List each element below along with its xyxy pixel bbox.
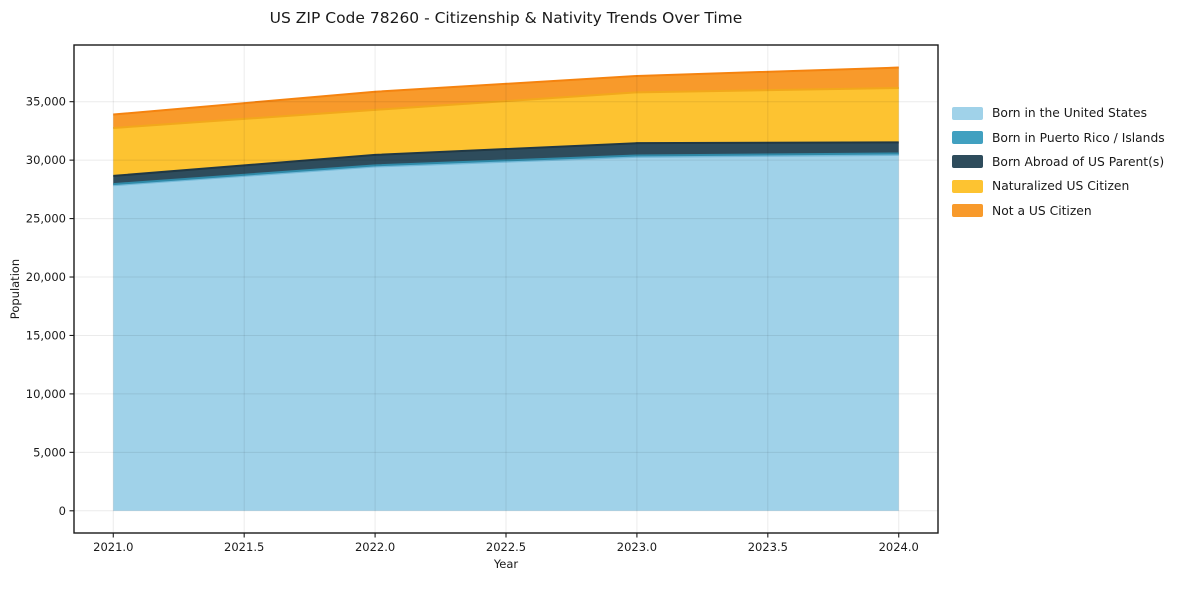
- x-tick-label: 2022.0: [355, 540, 395, 554]
- legend-swatch: [952, 131, 983, 145]
- legend-swatch: [952, 155, 983, 169]
- legend-label: Born in the United States: [992, 106, 1147, 121]
- stack-area-2: [113, 142, 899, 185]
- y-tick-label: 5,000: [33, 445, 66, 459]
- legend-label: Naturalized US Citizen: [992, 179, 1130, 194]
- legend-item-born-in-us: Born in the United States: [952, 101, 1165, 125]
- x-tick-label: 2021.0: [93, 540, 133, 554]
- y-tick-label: 25,000: [26, 212, 66, 226]
- legend-label: Not a US Citizen: [992, 203, 1092, 218]
- y-tick-label: 30,000: [26, 153, 66, 167]
- x-tick-label: 2022.5: [486, 540, 526, 554]
- x-tick-label: 2023.0: [617, 540, 657, 554]
- stack-area-0: [113, 154, 899, 511]
- legend-item-born-abroad: Born Abroad of US Parent(s): [952, 150, 1165, 174]
- legend-swatch: [952, 106, 983, 120]
- area-edge-0: [113, 153, 899, 187]
- chart-title: US ZIP Code 78260 - Citizenship & Nativi…: [269, 9, 743, 27]
- legend: Born in the United States Born in Puerto…: [952, 101, 1165, 223]
- area-edge-2: [113, 141, 899, 177]
- y-axis-label: Population: [8, 258, 22, 320]
- y-tick-label: 20,000: [26, 270, 66, 284]
- legend-swatch: [952, 179, 983, 193]
- y-tick-label: 0: [59, 504, 66, 518]
- legend-label: Born Abroad of US Parent(s): [992, 154, 1165, 169]
- area-edge-4: [113, 66, 899, 116]
- legend-label: Born in Puerto Rico / Islands: [992, 130, 1165, 145]
- legend-swatch: [952, 204, 983, 218]
- y-tick-label: 15,000: [26, 328, 66, 342]
- legend-item-born-in-pr: Born in Puerto Rico / Islands: [952, 125, 1165, 149]
- x-tick-label: 2023.5: [748, 540, 788, 554]
- x-tick-label: 2021.5: [224, 540, 264, 554]
- stack-area-4: [113, 67, 899, 128]
- x-axis-label: Year: [493, 557, 519, 571]
- legend-item-naturalized: Naturalized US Citizen: [952, 174, 1165, 198]
- legend-item-not-citizen: Not a US Citizen: [952, 199, 1165, 223]
- y-tick-label: 35,000: [26, 95, 66, 109]
- area-edge-3: [113, 87, 899, 129]
- stack-area-3: [113, 88, 899, 176]
- x-tick-label: 2024.0: [879, 540, 919, 554]
- area-edge-1: [113, 152, 899, 186]
- y-tick-label: 10,000: [26, 387, 66, 401]
